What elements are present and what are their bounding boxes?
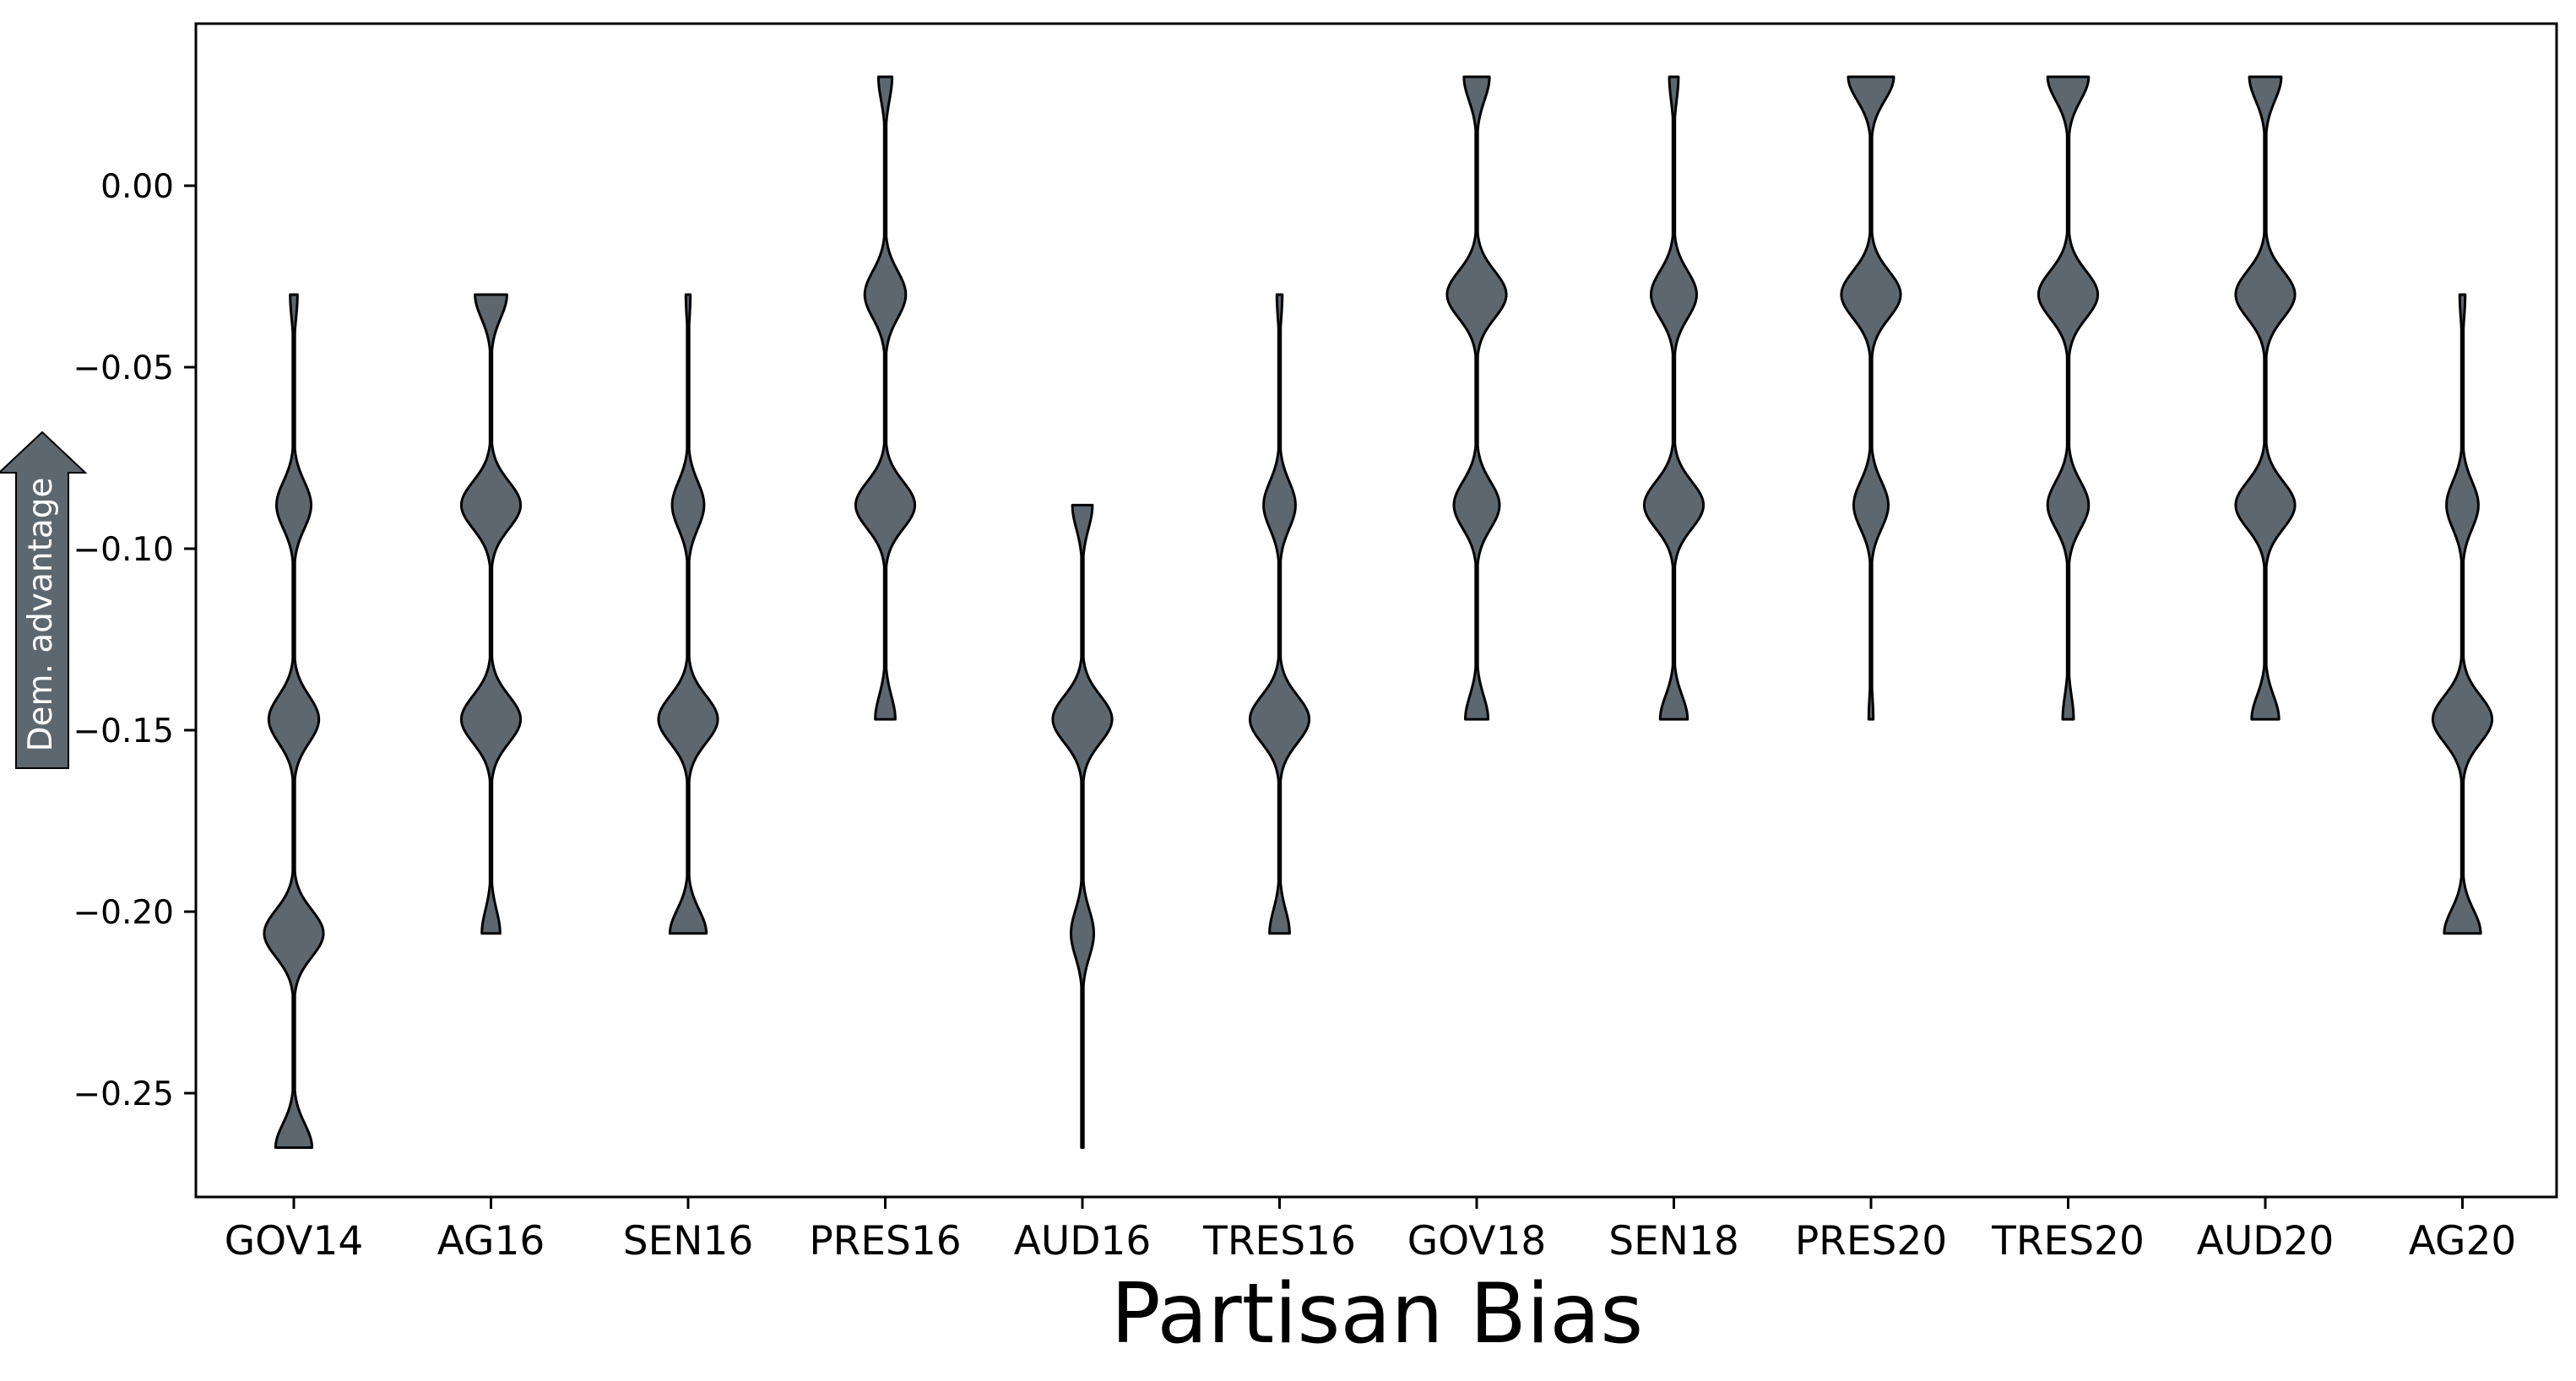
x-tick-label-gov14: GOV14 [225, 1218, 364, 1265]
y-tick-label: −0.05 [73, 349, 174, 387]
x-tick-label-ag16: AG16 [437, 1218, 545, 1265]
y-tick-label: −0.10 [73, 531, 174, 569]
dem-advantage-label: Dem. advantage [22, 477, 60, 751]
violin-ag16 [459, 293, 523, 935]
x-tick-label-ag20: AG20 [2409, 1218, 2517, 1265]
violins-layer [263, 75, 2494, 1149]
y-axis: 0.00 −0.05 −0.10 −0.15 −0.20 −0.25 [73, 168, 196, 1113]
y-tick-label: −0.20 [73, 894, 174, 932]
y-tick-label: −0.15 [73, 712, 174, 750]
violin-aud20 [2234, 75, 2297, 721]
violin-pres20 [1840, 75, 1902, 721]
x-tick-label-sen16: SEN16 [623, 1218, 754, 1265]
violin-tres20 [2036, 75, 2100, 721]
up-arrow-icon [0, 431, 88, 769]
x-tick-label-pres16: PRES16 [809, 1218, 961, 1265]
plot-frame [194, 22, 2558, 1199]
violin-tres16 [1248, 293, 1311, 935]
x-axis: GOV14 AG16 SEN16 PRES16 AUD16 TRES16 GOV18 SEN1… [225, 1197, 2517, 1265]
violin-aud16 [1051, 503, 1114, 1149]
x-tick-label-pres20: PRES20 [1795, 1218, 1947, 1265]
y-tick-label: −0.25 [73, 1075, 174, 1113]
x-tick-label-aud20: AUD20 [2197, 1218, 2335, 1265]
x-axis-title: Partisan Bias [1111, 1266, 1644, 1362]
x-tick-label-sen18: SEN18 [1608, 1218, 1739, 1265]
y-tick-label: 0.00 [100, 168, 174, 206]
violin-ag20 [2431, 293, 2494, 935]
violin-pres16 [854, 75, 917, 721]
violin-sen18 [1642, 75, 1706, 721]
violin-gov18 [1445, 75, 1508, 721]
x-tick-label-gov18: GOV18 [1407, 1218, 1547, 1265]
x-tick-label-tres20: TRES20 [1991, 1218, 2145, 1265]
x-tick-label-aud16: AUD16 [1014, 1218, 1152, 1265]
violin-sen16 [657, 293, 719, 935]
violin-gov14 [263, 293, 325, 1149]
dem-advantage-arrow: Dem. advantage [0, 431, 88, 769]
x-tick-label-tres16: TRES16 [1202, 1218, 1356, 1265]
